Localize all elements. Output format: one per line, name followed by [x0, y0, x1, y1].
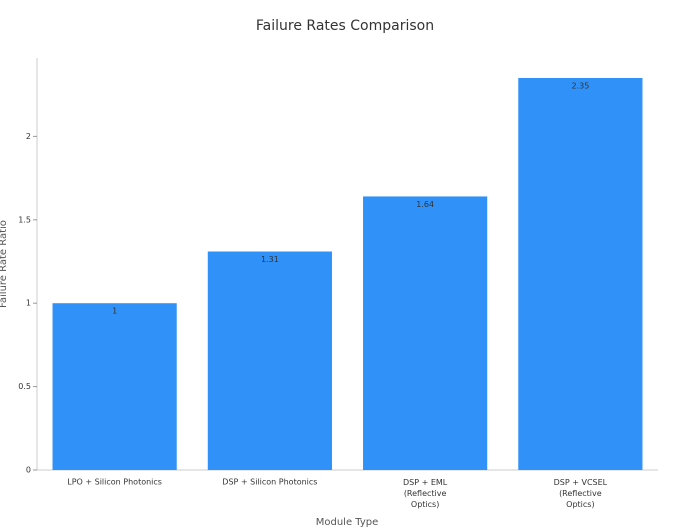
x-tick-label: DSP + VCSEL (Reflective Optics) — [554, 478, 608, 509]
bar — [52, 303, 177, 470]
bar — [363, 196, 488, 470]
x-tick-label: DSP + EML (Reflective Optics) — [403, 478, 448, 509]
bar — [518, 78, 643, 470]
value-label: 1 — [112, 307, 117, 316]
y-axis-label: Failure Rate Ratio — [0, 220, 9, 308]
value-label: 1.64 — [416, 200, 434, 209]
y-tick-label: 0 — [26, 466, 31, 475]
y-tick-label: 1.5 — [18, 215, 31, 224]
x-tick-label: DSP + Silicon Photonics — [222, 478, 317, 487]
value-label: 2.35 — [571, 82, 589, 91]
value-label: 1.31 — [261, 255, 279, 264]
chart-title: Failure Rates Comparison — [256, 18, 434, 34]
x-axis-label: Module Type — [316, 517, 379, 528]
y-tick-label: 1 — [26, 299, 31, 308]
x-tick-label: LPO + Silicon Photonics — [67, 478, 162, 487]
y-tick-label: 0.5 — [18, 382, 31, 391]
y-tick-label: 2 — [26, 132, 31, 141]
bar — [207, 251, 332, 470]
